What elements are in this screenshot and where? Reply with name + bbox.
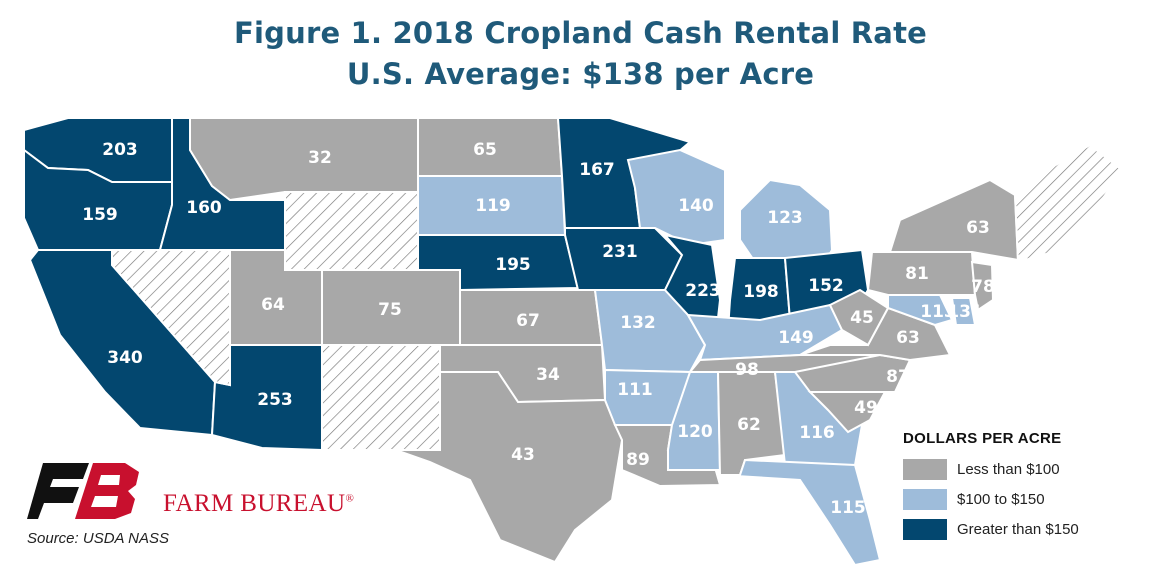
brand-name: FARM BUREAU® xyxy=(163,490,355,517)
state-value-sd: 119 xyxy=(475,196,511,216)
state-value-tn: 98 xyxy=(735,360,759,380)
state-value-mn: 167 xyxy=(579,160,615,180)
legend-label-low: Less than $100 xyxy=(957,461,1060,478)
state-value-ks: 67 xyxy=(516,311,540,331)
state-value-ca: 340 xyxy=(107,348,143,368)
state-value-ia: 231 xyxy=(602,242,638,262)
state-wy xyxy=(284,191,419,271)
state-ny xyxy=(888,178,1020,262)
state-value-ms: 120 xyxy=(677,422,713,442)
state-value-wv: 45 xyxy=(850,308,874,328)
state-value-ar: 111 xyxy=(617,380,653,400)
state-mi xyxy=(739,178,834,263)
state-nm xyxy=(321,344,441,451)
legend-swatch-low xyxy=(903,459,947,480)
state-value-ut: 64 xyxy=(261,295,285,315)
state-value-tx: 43 xyxy=(511,445,535,465)
state-nc xyxy=(793,353,912,393)
legend-item-low: Less than $100 xyxy=(903,459,1079,480)
state-value-co: 75 xyxy=(378,300,402,320)
state-value-ga: 116 xyxy=(799,423,835,443)
state-value-de: 131 xyxy=(947,302,983,322)
state-mt xyxy=(189,117,419,202)
state-value-oh: 152 xyxy=(808,276,844,296)
state-wv xyxy=(828,288,890,347)
state-ky xyxy=(686,303,844,362)
brand-text: FARM BUREAU xyxy=(163,490,346,517)
state-value-mo: 132 xyxy=(620,313,656,333)
state-value-nc: 87 xyxy=(886,367,910,387)
state-value-al: 62 xyxy=(737,415,761,435)
state-value-mt: 32 xyxy=(308,148,332,168)
state-value-ky: 149 xyxy=(778,328,814,348)
state-fl xyxy=(719,458,882,567)
state-value-or: 159 xyxy=(82,205,118,225)
state-value-in: 198 xyxy=(743,282,779,302)
state-value-id: 160 xyxy=(186,198,222,218)
legend-label-high: Greater than $150 xyxy=(957,521,1079,538)
legend: DOLLARS PER ACRE Less than $100 $100 to … xyxy=(903,430,1079,549)
state-value-fl: 115 xyxy=(830,498,866,518)
legend-item-mid: $100 to $150 xyxy=(903,489,1079,510)
state-value-mi: 123 xyxy=(767,208,803,228)
state-value-il: 223 xyxy=(685,281,721,301)
state-ne-us xyxy=(1013,143,1124,264)
legend-swatch-high xyxy=(903,519,947,540)
legend-swatch-mid xyxy=(903,489,947,510)
state-value-nj: 78 xyxy=(971,277,995,297)
state-value-wi: 140 xyxy=(678,196,714,216)
state-value-wa: 203 xyxy=(102,140,138,160)
state-value-pa: 81 xyxy=(905,264,929,284)
state-value-va: 63 xyxy=(896,328,920,348)
state-value-md: 113 xyxy=(920,302,956,322)
farm-bureau-logo-icon xyxy=(27,463,139,519)
state-nv xyxy=(111,249,231,387)
state-md xyxy=(887,294,954,327)
state-value-ok: 34 xyxy=(536,365,560,385)
state-value-az: 253 xyxy=(257,390,293,410)
map-subtitle: U.S. Average: $138 per Acre xyxy=(346,57,815,91)
state-de xyxy=(950,297,977,326)
source-note: Source: USDA NASS xyxy=(27,530,169,547)
state-value-sc: 49 xyxy=(854,398,878,418)
legend-item-high: Greater than $150 xyxy=(903,519,1079,540)
state-value-la: 89 xyxy=(626,450,650,470)
state-nj xyxy=(970,260,995,312)
legend-title: DOLLARS PER ACRE xyxy=(903,430,1062,447)
state-value-nd: 65 xyxy=(473,140,497,160)
map-title: Figure 1. 2018 Cropland Cash Rental Rate xyxy=(234,16,927,50)
legend-label-mid: $100 to $150 xyxy=(957,491,1045,508)
state-value-ne: 195 xyxy=(495,255,531,275)
state-value-ny: 63 xyxy=(966,218,990,238)
